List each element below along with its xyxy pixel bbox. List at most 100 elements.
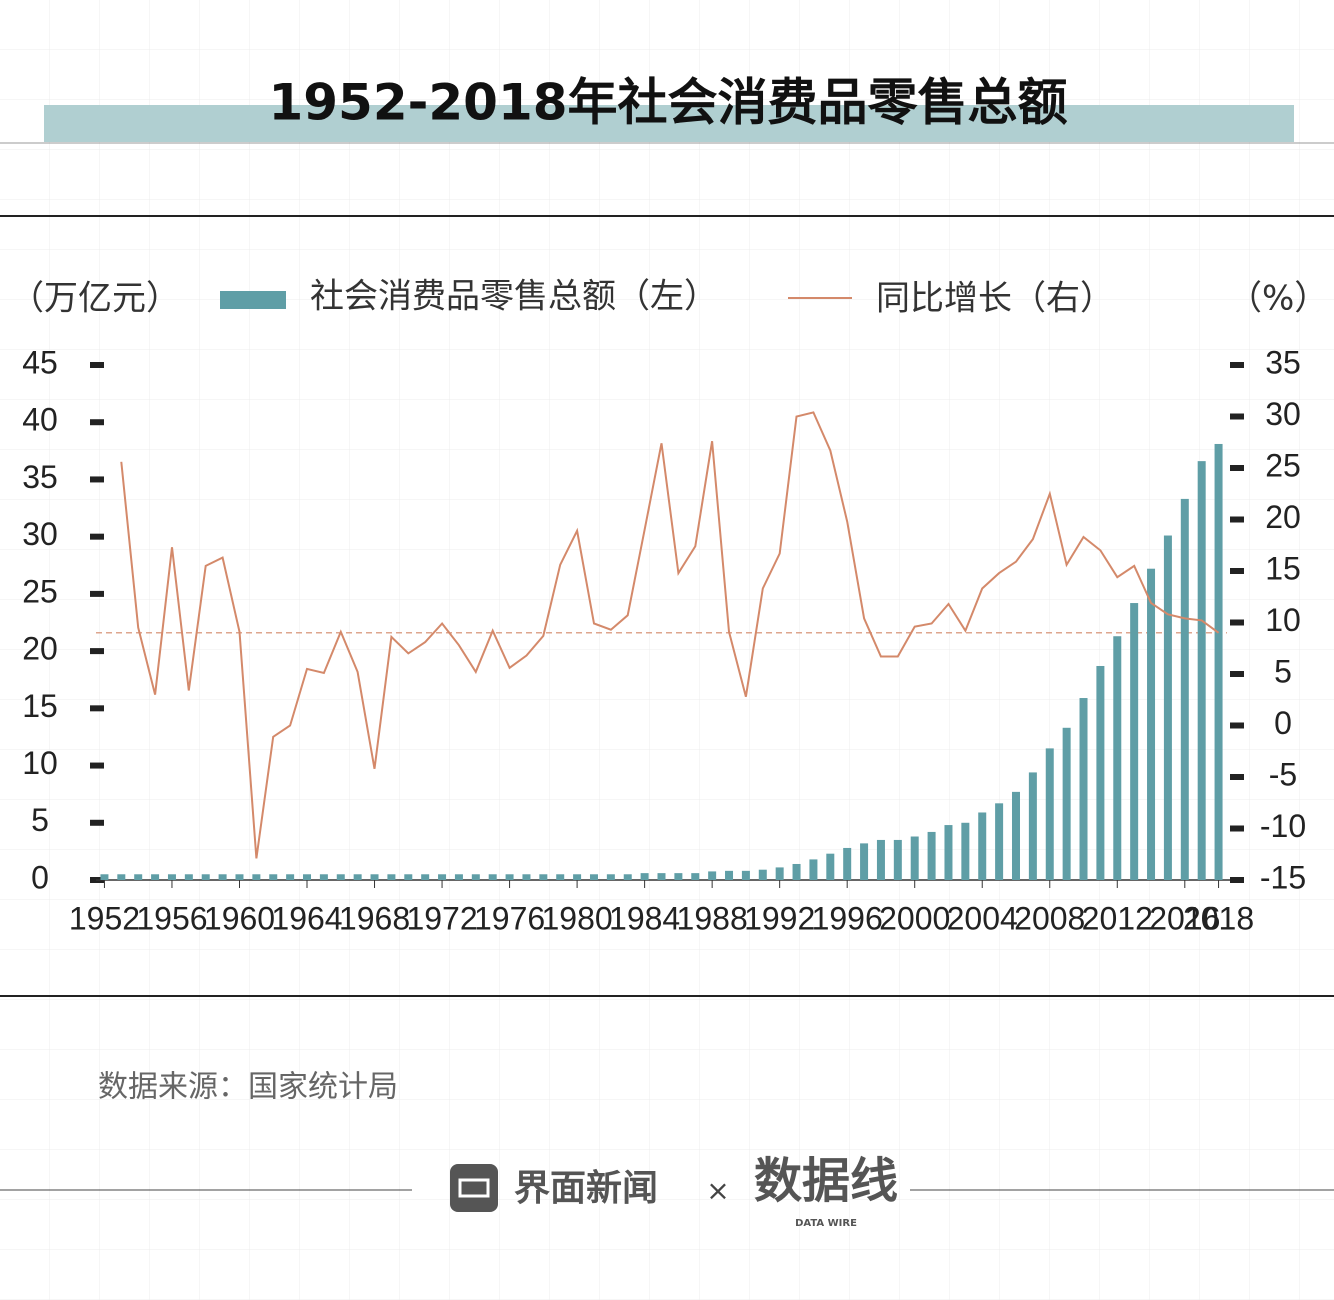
- bar: [454, 874, 463, 880]
- x-tick-label: 2008: [1014, 900, 1085, 936]
- y-axis-label: （万亿元）: [10, 279, 180, 319]
- bar: [910, 836, 919, 880]
- bar: [184, 874, 193, 880]
- bar: [876, 839, 885, 880]
- y-tick-label: 35: [22, 459, 58, 495]
- bar: [606, 874, 615, 880]
- line: [120, 411, 1220, 859]
- x-tick-label: 1980: [542, 900, 613, 936]
- y2-tick-label: 0: [1274, 705, 1292, 741]
- bar: [1028, 772, 1037, 880]
- y-tick-label: 15: [22, 688, 58, 724]
- bar: [860, 843, 869, 880]
- brand-logo: [450, 1164, 498, 1212]
- y2-tick-label: -10: [1260, 808, 1306, 844]
- y-tick-label: 30: [22, 516, 58, 552]
- bar: [640, 873, 649, 880]
- y2-tick-label: 30: [1265, 396, 1301, 432]
- bar: [1079, 698, 1088, 880]
- x-tick-label: 1968: [339, 900, 410, 936]
- bar: [792, 863, 801, 880]
- title-band: [44, 105, 1294, 142]
- bar: [488, 874, 497, 880]
- bar: [1130, 603, 1139, 880]
- chart-title: 1952-2018年社会消费品零售总额: [268, 74, 1067, 132]
- y2-tick-label: -5: [1269, 756, 1297, 792]
- x-tick-label: 2012: [1082, 900, 1153, 936]
- x-tick-label: 2004: [947, 900, 1018, 936]
- bar: [539, 874, 548, 880]
- bar: [1113, 636, 1122, 880]
- bar: [758, 869, 767, 880]
- bar: [589, 874, 598, 880]
- y-tick-label: 45: [22, 344, 58, 380]
- bar: [674, 873, 683, 880]
- bar: [303, 874, 312, 880]
- y-tick-label: 20: [22, 631, 58, 667]
- bar: [353, 874, 362, 880]
- bar: [336, 874, 345, 880]
- bar: [657, 873, 666, 880]
- y2-tick-label: 20: [1265, 499, 1301, 535]
- bar: [725, 870, 734, 880]
- bar: [471, 874, 480, 880]
- bar: [286, 874, 295, 880]
- bar: [1147, 568, 1156, 880]
- x-tick-label: 1988: [677, 900, 748, 936]
- bar: [623, 874, 632, 880]
- bar: [100, 874, 109, 880]
- y-tick-label: 0: [31, 859, 49, 895]
- x-tick-label: 1960: [204, 900, 275, 936]
- bar: [370, 874, 379, 880]
- bar: [961, 822, 970, 880]
- x-tick-label: 1964: [271, 900, 342, 936]
- x-tick-label: 1984: [609, 900, 680, 936]
- y2-axis-label: （%）: [1228, 279, 1328, 319]
- legend-label: 社会消费品零售总额（左）: [310, 277, 718, 317]
- bar: [556, 874, 565, 880]
- bar: [235, 874, 244, 880]
- y-tick-label: 10: [22, 745, 58, 781]
- bar: [1062, 727, 1071, 880]
- bar: [741, 870, 750, 880]
- bar: [1045, 748, 1054, 880]
- brand-logo: [458, 1178, 490, 1198]
- x-tick-label: 1996: [812, 900, 883, 936]
- bar: [843, 847, 852, 880]
- bar: [826, 853, 835, 880]
- bar: [319, 874, 328, 880]
- separator: ×: [706, 1174, 729, 1207]
- bar: [134, 874, 143, 880]
- y2-tick-label: 10: [1265, 602, 1301, 638]
- y-tick-label: 40: [22, 402, 58, 438]
- bar: [167, 874, 176, 880]
- y2-tick-label: 5: [1274, 653, 1292, 689]
- bar: [573, 874, 582, 880]
- bar: [218, 874, 227, 880]
- bar: [404, 874, 413, 880]
- brand: 界面新闻: [514, 1168, 658, 1209]
- x-tick-label: 1976: [474, 900, 545, 936]
- bar: [1163, 535, 1172, 880]
- bar: [151, 874, 160, 880]
- y2-tick-label: 25: [1265, 447, 1301, 483]
- bar: [1180, 498, 1189, 880]
- bar: [252, 874, 261, 880]
- bar: [522, 874, 531, 880]
- legend-swatch: [220, 291, 286, 309]
- bar: [387, 874, 396, 880]
- bar: [978, 812, 987, 880]
- bar: [691, 873, 700, 880]
- x-tick-label: 2000: [879, 900, 950, 936]
- bar: [1197, 461, 1206, 880]
- x-tick-label: 1992: [744, 900, 815, 936]
- x-tick-label: 1956: [136, 900, 207, 936]
- bar: [1011, 791, 1020, 880]
- bar: [117, 874, 126, 880]
- bar: [944, 825, 953, 880]
- bar: [1096, 665, 1105, 880]
- y-tick-label: 25: [22, 573, 58, 609]
- bar: [269, 874, 278, 880]
- y2-tick-label: 35: [1265, 344, 1301, 380]
